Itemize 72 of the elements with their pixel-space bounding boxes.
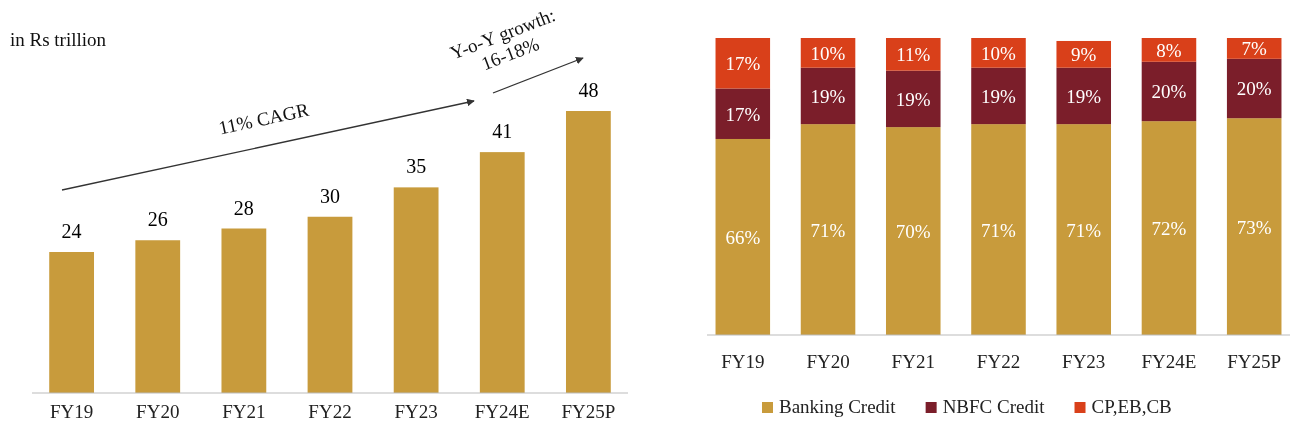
data-label: 10% [981, 42, 1017, 64]
data-label: 24 [61, 220, 82, 242]
data-label: 19% [981, 85, 1017, 107]
bar [715, 38, 771, 89]
x-tick-label: FY22 [308, 401, 352, 422]
data-label: 19% [1066, 85, 1102, 107]
bar [135, 240, 181, 393]
data-label: 7% [1241, 38, 1268, 60]
bar [885, 70, 941, 128]
data-label: 19% [810, 85, 846, 107]
x-tick-label: FY24E [474, 401, 530, 422]
data-label: 8% [1156, 39, 1182, 61]
bar [565, 111, 611, 393]
x-tick-label: FY23 [394, 401, 438, 422]
bar [885, 127, 941, 335]
text: Y-o-Y growth: 16-18% [447, 4, 559, 75]
data-label: 73% [1236, 216, 1272, 238]
x-tick-label: FY19 [49, 401, 94, 422]
text: in Rs trillion [10, 29, 107, 50]
data-label: 10% [810, 42, 846, 64]
data-label: 70% [895, 221, 931, 243]
data-label: 66% [725, 226, 761, 248]
x-tick-label: FY25P [561, 401, 616, 422]
x-tick-label: FY20 [136, 401, 180, 422]
bar [1056, 67, 1112, 125]
bar [1226, 118, 1282, 335]
data-label: 17% [725, 53, 761, 75]
legend-label: CP,EB,CB [1091, 396, 1172, 417]
data-label: 20% [1151, 81, 1187, 103]
bar [800, 67, 856, 125]
data-label: 35 [406, 155, 427, 178]
data-label: 71% [1066, 219, 1102, 241]
bar [221, 228, 267, 393]
legend-label: Banking Credit [779, 396, 897, 417]
bar [800, 124, 856, 335]
data-label: 48 [578, 79, 599, 101]
x-tick-label: FY21 [222, 401, 266, 422]
data-label: 71% [981, 219, 1017, 241]
bar [393, 187, 439, 393]
annotation: 11% CAGR [216, 98, 311, 139]
bar [715, 138, 771, 335]
bar [971, 124, 1026, 335]
data-label: 19% [895, 88, 931, 110]
x-tick-label: FY22 [976, 351, 1021, 372]
data-label: 17% [725, 103, 761, 125]
bar [307, 216, 353, 393]
data-label: 28 [233, 196, 254, 219]
bar [1141, 121, 1197, 335]
bar [479, 152, 525, 393]
x-tick-label: FY25P [1227, 351, 1282, 372]
data-label: 71% [810, 219, 846, 241]
data-label: 26 [147, 208, 168, 231]
data-label: 41 [492, 120, 513, 143]
bar [1141, 61, 1197, 122]
x-tick-label: FY21 [891, 351, 935, 372]
data-label: 30 [320, 184, 340, 207]
data-label: 20% [1236, 78, 1272, 100]
x-tick-label: FY24E [1141, 351, 1197, 372]
bar [1056, 124, 1112, 335]
x-tick-label: FY20 [806, 351, 850, 372]
x-tick-label: FY19 [721, 351, 765, 372]
data-label: 9% [1071, 44, 1097, 66]
bar [715, 88, 771, 139]
bar [1056, 40, 1112, 68]
x-tick-label: FY23 [1062, 351, 1106, 372]
bar [49, 252, 95, 393]
data-label: 72% [1151, 218, 1187, 240]
legend-label: NBFC Credit [942, 396, 1046, 417]
bar [1226, 58, 1282, 119]
bar [885, 38, 941, 71]
bar [971, 67, 1026, 125]
data-label: 11% [896, 44, 931, 66]
